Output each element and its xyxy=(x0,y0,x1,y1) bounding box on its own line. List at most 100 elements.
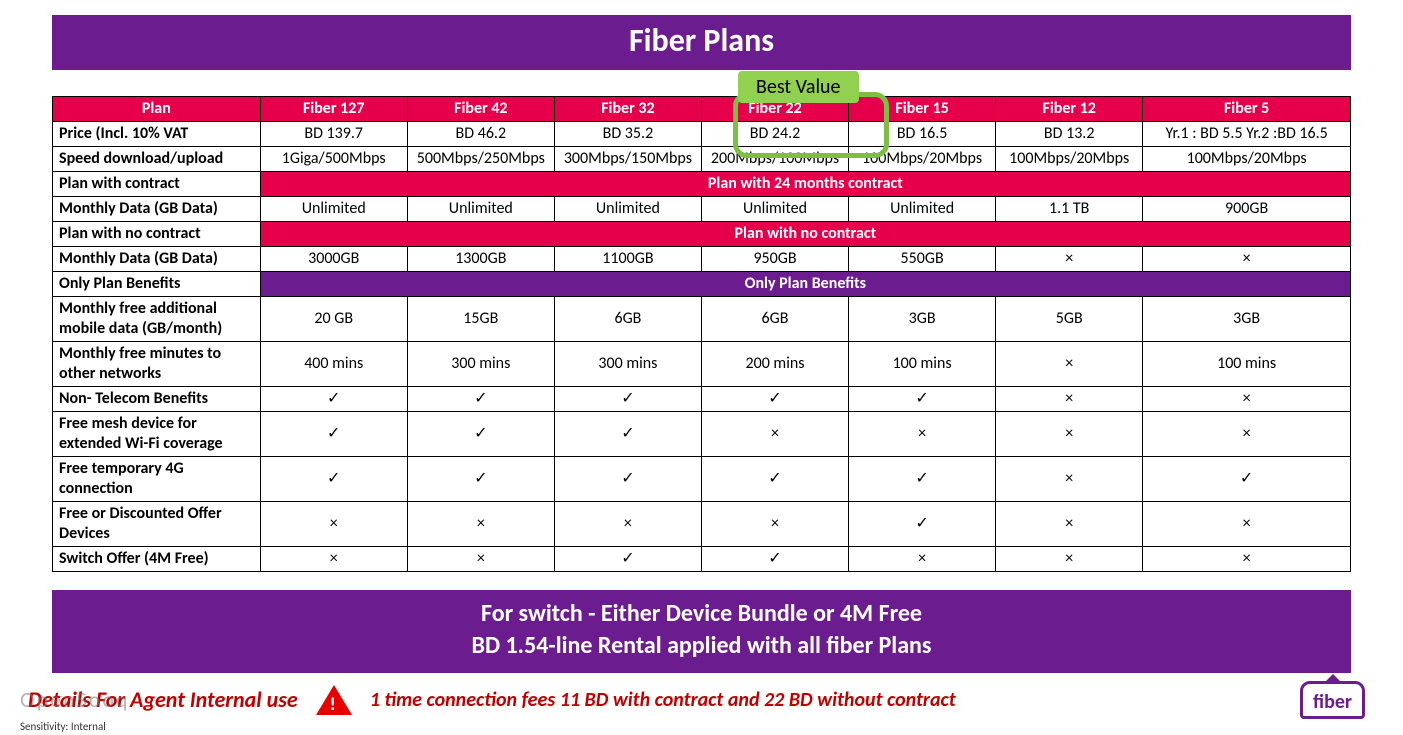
plan-cell: BD 46.2 xyxy=(407,122,554,147)
connection-fees-text: 1 time connection fees 11 BD with contra… xyxy=(370,688,956,712)
plan-cell: ✓ xyxy=(849,502,996,547)
col-header: Fiber 15 xyxy=(849,97,996,122)
best-value-badge: Best Value xyxy=(738,71,859,103)
plan-cell: × xyxy=(996,342,1143,387)
plan-cell: 950GB xyxy=(701,247,848,272)
page-title: Fiber Plans xyxy=(52,15,1351,70)
plan-cell: × xyxy=(407,502,554,547)
plan-cell: 20 GB xyxy=(260,297,407,342)
col-header: Fiber 127 xyxy=(260,97,407,122)
plan-cell: Yr.1 : BD 5.5 Yr.2 :BD 16.5 xyxy=(1143,122,1351,147)
plan-cell: ✓ xyxy=(554,387,701,412)
row-label: Monthly Data (GB Data) xyxy=(53,247,261,272)
row-label: Non- Telecom Benefits xyxy=(53,387,261,412)
plan-cell: 200 mins xyxy=(701,342,848,387)
plan-cell: Unlimited xyxy=(407,197,554,222)
plan-cell: 5GB xyxy=(996,297,1143,342)
plan-cell: × xyxy=(996,457,1143,502)
plan-cell: ✓ xyxy=(554,412,701,457)
plan-cell: 550GB xyxy=(849,247,996,272)
plan-cell: 900GB xyxy=(1143,197,1351,222)
col-header: Fiber 32 xyxy=(554,97,701,122)
footer-line-1: For switch - Either Device Bundle or 4M … xyxy=(52,598,1351,630)
plan-cell: ✓ xyxy=(260,412,407,457)
plan-cell: ✓ xyxy=(701,457,848,502)
plan-cell: 100 mins xyxy=(1143,342,1351,387)
row-label: Free temporary 4G connection xyxy=(53,457,261,502)
plan-cell: ✓ xyxy=(1143,457,1351,502)
plan-cell: ✓ xyxy=(407,457,554,502)
plan-cell: 6GB xyxy=(554,297,701,342)
row-label: Only Plan Benefits xyxy=(53,272,261,297)
plan-cell: × xyxy=(407,547,554,572)
section-banner: Plan with no contract xyxy=(260,222,1350,247)
plan-cell: × xyxy=(260,547,407,572)
plan-cell: 500Mbps/250Mbps xyxy=(407,147,554,172)
row-label: Free mesh device for extended Wi-Fi cove… xyxy=(53,412,261,457)
section-banner: Only Plan Benefits xyxy=(260,272,1350,297)
plan-cell: × xyxy=(701,412,848,457)
plan-cell: × xyxy=(260,502,407,547)
plan-cell: 100Mbps/20Mbps xyxy=(849,147,996,172)
plan-cell: × xyxy=(1143,247,1351,272)
plan-cell: × xyxy=(1143,547,1351,572)
watermark: OpenSooq xyxy=(20,686,130,713)
col-header-plan: Plan xyxy=(53,97,261,122)
plan-cell: 300 mins xyxy=(407,342,554,387)
row-label: Monthly Data (GB Data) xyxy=(53,197,261,222)
plan-cell: 400 mins xyxy=(260,342,407,387)
plan-cell: 3GB xyxy=(849,297,996,342)
row-label: Plan with no contract xyxy=(53,222,261,247)
plan-cell: 3000GB xyxy=(260,247,407,272)
plan-cell: ✓ xyxy=(260,457,407,502)
row-label: Speed download/upload xyxy=(53,147,261,172)
plan-cell: ✓ xyxy=(407,387,554,412)
row-label: Plan with contract xyxy=(53,172,261,197)
footer-banner: For switch - Either Device Bundle or 4M … xyxy=(52,590,1351,673)
plan-cell: × xyxy=(554,502,701,547)
bottom-row: Details For Agent Internal use 1 time co… xyxy=(20,685,1383,715)
plan-cell: × xyxy=(849,412,996,457)
plan-cell: 1Giga/500Mbps xyxy=(260,147,407,172)
warning-icon xyxy=(316,685,352,715)
plan-cell: ✓ xyxy=(701,547,848,572)
plan-cell: 1.1 TB xyxy=(996,197,1143,222)
plan-cell: ✓ xyxy=(849,457,996,502)
plan-cell: × xyxy=(996,502,1143,547)
plan-cell: BD 139.7 xyxy=(260,122,407,147)
col-header: Fiber 12 xyxy=(996,97,1143,122)
plan-cell: BD 13.2 xyxy=(996,122,1143,147)
plan-cell: 3GB xyxy=(1143,297,1351,342)
plan-cell: 300 mins xyxy=(554,342,701,387)
plan-cell: 300Mbps/150Mbps xyxy=(554,147,701,172)
footer-line-2: BD 1.54-line Rental applied with all fib… xyxy=(52,630,1351,662)
plan-cell: × xyxy=(701,502,848,547)
plan-cell: 1300GB xyxy=(407,247,554,272)
plan-cell: BD 16.5 xyxy=(849,122,996,147)
col-header: Fiber 42 xyxy=(407,97,554,122)
plan-cell: × xyxy=(849,547,996,572)
plan-cell: BD 35.2 xyxy=(554,122,701,147)
section-banner: Plan with 24 months contract xyxy=(260,172,1350,197)
plan-cell: Unlimited xyxy=(554,197,701,222)
plan-cell: Unlimited xyxy=(260,197,407,222)
row-label: Free or Discounted Offer Devices xyxy=(53,502,261,547)
plan-cell: Unlimited xyxy=(849,197,996,222)
plan-cell: × xyxy=(996,547,1143,572)
plan-cell: ✓ xyxy=(554,457,701,502)
plan-cell: 200Mbps/100Mbps xyxy=(701,147,848,172)
fiber-logo: fiber xyxy=(1300,681,1365,719)
row-label: Monthly free additional mobile data (GB/… xyxy=(53,297,261,342)
plans-table-wrap: PlanFiber 127Fiber 42Fiber 32Fiber 22Fib… xyxy=(52,96,1351,572)
plan-cell: BD 24.2 xyxy=(701,122,848,147)
plan-cell: × xyxy=(1143,502,1351,547)
plan-cell: ✓ xyxy=(701,387,848,412)
plan-cell: ✓ xyxy=(849,387,996,412)
row-label: Switch Offer (4M Free) xyxy=(53,547,261,572)
plan-cell: ✓ xyxy=(407,412,554,457)
plan-cell: 100 mins xyxy=(849,342,996,387)
plan-cell: × xyxy=(996,247,1143,272)
plan-cell: × xyxy=(1143,412,1351,457)
sensitivity-label: Sensitivity: Internal xyxy=(20,720,106,733)
plan-cell: × xyxy=(996,412,1143,457)
